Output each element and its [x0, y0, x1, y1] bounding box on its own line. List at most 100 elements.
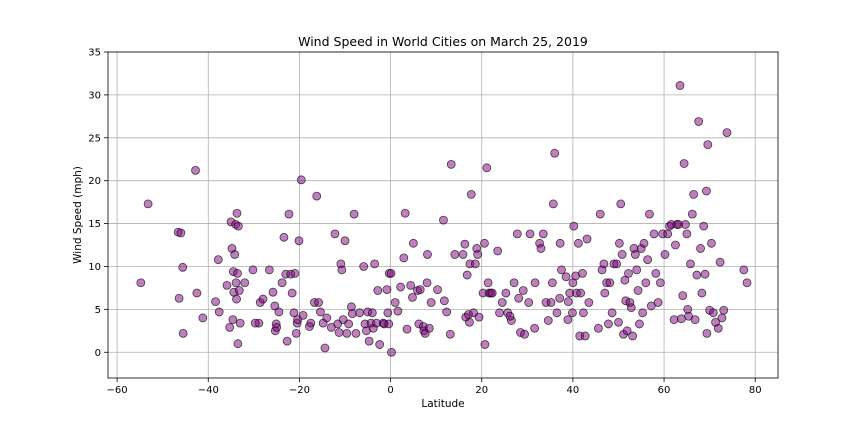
data-point — [294, 236, 304, 246]
data-point — [390, 298, 400, 307]
data-point — [703, 140, 713, 150]
data-point — [525, 229, 535, 239]
data-point — [228, 315, 238, 325]
axis-ticks: −60 −40 −20 0 20 40 60 80 0 5 10 15 20 25 30 35 — [88, 48, 761, 397]
data-point — [274, 307, 284, 317]
data-point — [561, 272, 571, 282]
data-point — [340, 236, 350, 246]
data-point — [622, 326, 632, 336]
data-point — [555, 238, 565, 248]
data-point — [563, 297, 573, 307]
data-point — [580, 331, 590, 341]
data-point — [289, 308, 299, 318]
data-point — [359, 262, 369, 271]
data-point — [176, 228, 186, 238]
data-point — [649, 229, 659, 239]
data-point — [568, 308, 577, 318]
data-point — [573, 238, 583, 248]
data-point — [690, 315, 700, 325]
data-point — [722, 128, 732, 138]
data-point — [547, 278, 557, 288]
data-point — [458, 250, 468, 259]
data-point — [298, 310, 308, 320]
x-tick-label: 0 — [387, 385, 393, 396]
data-point — [240, 278, 250, 288]
data-point — [487, 288, 497, 298]
data-point — [446, 159, 456, 169]
data-point — [600, 288, 610, 298]
data-point — [433, 285, 442, 295]
data-point — [645, 209, 654, 219]
data-point — [178, 262, 188, 272]
data-point — [656, 278, 665, 288]
data-point — [423, 250, 432, 259]
data-point — [660, 250, 670, 259]
data-point — [284, 209, 294, 219]
y-tick-label: 15 — [88, 219, 101, 230]
data-point — [617, 250, 627, 259]
data-point — [493, 246, 503, 256]
data-point — [465, 317, 474, 327]
data-point — [290, 268, 300, 278]
y-tick-label: 25 — [88, 133, 101, 144]
data-point — [578, 308, 588, 318]
data-point — [694, 117, 704, 126]
data-point — [638, 308, 648, 318]
data-point — [213, 255, 223, 265]
data-point — [320, 343, 330, 353]
data-point — [524, 298, 534, 307]
data-point — [330, 229, 340, 239]
data-point — [687, 209, 697, 219]
data-point — [520, 329, 529, 339]
data-point — [387, 347, 396, 357]
x-tick-label: 20 — [475, 385, 488, 396]
y-tick-label: 35 — [88, 48, 101, 59]
data-point — [599, 259, 609, 269]
data-point — [143, 199, 153, 209]
data-point — [406, 280, 416, 290]
data-point — [231, 278, 241, 288]
data-point — [482, 163, 492, 173]
data-point — [604, 319, 613, 329]
data-point — [700, 269, 710, 279]
data-point — [612, 259, 622, 269]
data-point — [370, 259, 380, 269]
data-point — [530, 323, 540, 333]
data-point — [364, 336, 374, 346]
data-point — [233, 268, 242, 278]
data-point — [235, 318, 245, 328]
data-point — [552, 308, 562, 318]
y-tick-label: 5 — [95, 305, 101, 316]
data-point — [480, 340, 490, 349]
plot-frame — [107, 51, 779, 379]
data-point — [250, 318, 260, 328]
data-point — [676, 314, 686, 324]
data-point — [426, 298, 436, 307]
data-point — [232, 208, 242, 218]
data-point — [646, 301, 656, 311]
data-point — [264, 265, 274, 275]
data-point — [470, 259, 480, 269]
x-tick-label: −20 — [289, 385, 310, 396]
data-point — [584, 298, 594, 307]
data-point — [386, 268, 396, 278]
data-point — [373, 286, 383, 295]
data-point — [355, 308, 364, 318]
data-point — [408, 238, 418, 248]
data-point — [315, 307, 325, 317]
data-point — [312, 191, 322, 201]
data-point — [480, 238, 489, 248]
data-point — [512, 229, 522, 239]
data-point — [277, 278, 287, 288]
data-point — [595, 209, 605, 219]
data-point — [334, 328, 344, 337]
data-point — [681, 220, 690, 229]
data-point — [214, 307, 224, 317]
data-point — [473, 250, 483, 259]
data-point — [466, 190, 476, 199]
data-point — [460, 239, 470, 249]
data-point — [697, 288, 707, 298]
data-point — [663, 229, 673, 239]
data-point — [683, 304, 693, 314]
